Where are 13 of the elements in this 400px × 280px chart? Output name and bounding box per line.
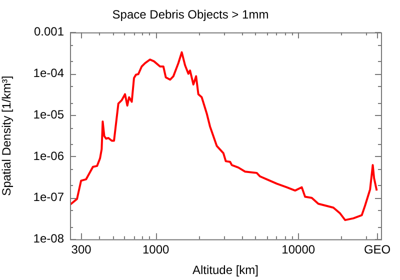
chart-title: Space Debris Objects > 1mm (112, 8, 269, 22)
y-tick-label: 1e-07 (33, 190, 64, 204)
y-tick-label: 1e-06 (33, 148, 64, 163)
y-tick-label: 1e-05 (33, 107, 64, 122)
y-tick-label: 1e-08 (33, 232, 64, 246)
x-tick-label: 10000 (282, 242, 316, 257)
x-axis-title: Altitude [km] (192, 263, 259, 278)
y-tick-label: 0.001 (34, 24, 64, 39)
x-tick-label: 300 (71, 242, 92, 257)
y-axis-title: Spatial Density [1/km³] (0, 76, 14, 196)
x-tick-label: 1000 (142, 242, 170, 257)
x-tick-label: GEO (364, 242, 391, 257)
y-tick-label: 1e-04 (33, 66, 64, 80)
